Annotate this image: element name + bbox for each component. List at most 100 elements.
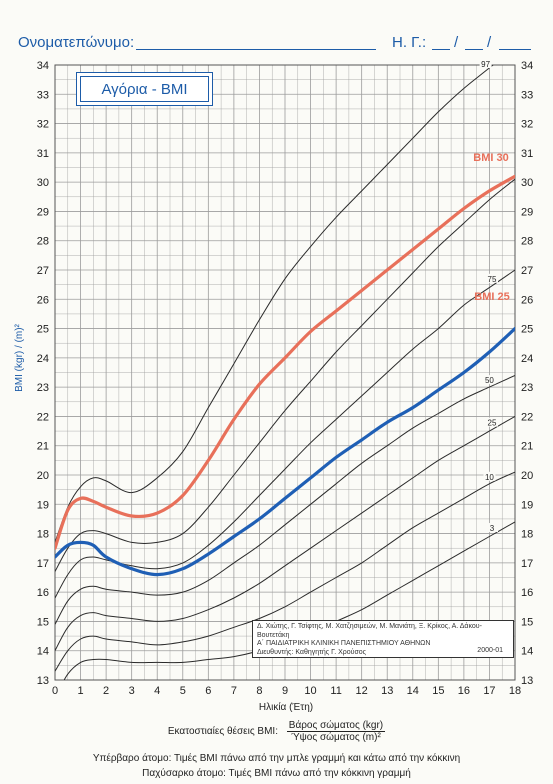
x-axis-label: Ηλικία (Έτη) [259, 701, 313, 713]
dob-month-field[interactable] [465, 49, 483, 50]
y-tick-label-left: 19 [37, 499, 49, 511]
y-tick-label-left: 17 [37, 558, 49, 570]
y-tick-label-left: 28 [37, 236, 49, 248]
y-tick-label-right: 13 [521, 675, 533, 687]
percentile-label-bg [479, 59, 492, 69]
credits-box: Δ. Χιώτης, Γ. Τσίφτης, Μ. Χατζησιμεών, Μ… [252, 620, 514, 658]
percentile-label-50: 50 [485, 376, 494, 385]
formula-label: Εκατοστιαίες θέσεις BMI: [167, 726, 278, 738]
overweight-note: Υπέρβαρο άτομο: Τιμές BMI πάνω από την μ… [92, 753, 461, 764]
y-tick-label-right: 24 [521, 353, 533, 365]
percentile-label-97: 97 [481, 60, 490, 69]
y-tick-label-left: 20 [37, 470, 49, 482]
y-tick-label-left: 29 [37, 206, 49, 218]
y-tick-label-right: 14 [521, 646, 533, 658]
name-label: Ονοματεπώνυμο: [18, 34, 135, 51]
dob-separator-1: / [454, 34, 459, 51]
x-tick-label: 17 [483, 685, 495, 697]
credits-authors: Δ. Χιώτης, Γ. Τσίφτης, Μ. Χατζησιμεών, Μ… [257, 623, 482, 639]
x-tick-label: 14 [407, 685, 419, 697]
x-tick-label: 18 [509, 685, 521, 697]
y-tick-label-right: 17 [521, 558, 533, 570]
y-tick-label-right: 30 [521, 177, 533, 189]
x-tick-label: 9 [282, 685, 288, 697]
chart-grid [54, 64, 516, 681]
y-tick-label-left: 27 [37, 265, 49, 277]
chart-title-box: Αγόρια - BMI [76, 72, 213, 106]
percentile-label-75: 75 [488, 275, 497, 284]
percentile-curve-90 [55, 178, 515, 572]
y-tick-label-right: 29 [521, 206, 533, 218]
percentile-label-10: 10 [485, 473, 494, 482]
x-tick-label: 7 [231, 685, 237, 697]
dob-label: Η. Γ.: [392, 34, 427, 51]
cutoff-label-bmi-25: BMI 25 [474, 291, 509, 303]
percentile-label-bg [486, 273, 498, 283]
x-tick-label: 2 [103, 685, 109, 697]
chart-title: Αγόρια - BMI [80, 76, 209, 102]
percentile-label-bg [483, 375, 496, 385]
y-tick-label-left: 21 [37, 441, 49, 453]
percentile-label-bg [483, 471, 496, 481]
cutoff-label-bmi-30: BMI 30 [473, 152, 508, 164]
credits-date: 2000-01 [477, 646, 503, 654]
y-tick-label-right: 33 [521, 89, 533, 101]
dob-year-field[interactable] [499, 49, 531, 50]
chart-curves [55, 65, 515, 680]
y-tick-label-left: 31 [37, 148, 49, 160]
plot-frame [54, 64, 516, 681]
x-tick-label: 4 [154, 685, 160, 697]
cutoff-curve-bmi-30 [55, 174, 515, 550]
x-tick-label: 13 [381, 685, 393, 697]
credits-clinic: Α΄ ΠΑΙΔΙΑΤΡΙΚΗ ΚΛΙΝΙΚΗ ΠΑΝΕΠΙΣΤΗΜΙΟΥ ΑΘΗ… [257, 640, 431, 647]
y-tick-label-left: 34 [37, 60, 49, 72]
x-tick-label: 15 [432, 685, 444, 697]
y-tick-label-right: 28 [521, 236, 533, 248]
y-tick-label-right: 19 [521, 499, 533, 511]
formula-denominator: Ύψος σώματος (m)² [291, 732, 381, 743]
y-tick-label-left: 30 [37, 177, 49, 189]
name-field[interactable] [136, 49, 376, 50]
dob-day-field[interactable] [432, 49, 450, 50]
obese-note: Παχύσαρκο άτομο: Τιμές BMI πάνω από την … [142, 768, 411, 779]
x-tick-label: 16 [458, 685, 470, 697]
y-tick-label-right: 23 [521, 382, 533, 394]
y-tick-label-right: 16 [521, 587, 533, 599]
y-tick-label-left: 18 [37, 529, 49, 541]
percentile-label-25: 25 [488, 419, 497, 428]
x-tick-label: 8 [256, 685, 262, 697]
y-axis-label: BMI (kgr) / (m)² [14, 323, 25, 391]
y-tick-label-right: 20 [521, 470, 533, 482]
y-tick-label-left: 14 [37, 646, 49, 658]
x-tick-label: 11 [330, 685, 341, 697]
y-tick-label-left: 26 [37, 294, 49, 306]
percentile-label-bg [486, 523, 498, 533]
percentile-label-3: 3 [490, 524, 495, 533]
y-tick-label-right: 32 [521, 119, 533, 131]
y-tick-label-left: 22 [37, 411, 49, 423]
y-tick-label-left: 33 [37, 89, 49, 101]
y-tick-label-right: 21 [521, 441, 533, 453]
y-tick-label-left: 16 [37, 587, 49, 599]
y-tick-label-left: 32 [37, 119, 49, 131]
x-tick-label: 6 [205, 685, 211, 697]
percentile-curve-10 [55, 471, 515, 672]
y-tick-label-right: 22 [521, 411, 533, 423]
header: Ονοματεπώνυμο: Η. Γ.: / / [0, 32, 553, 56]
cutoff-curve-bmi-25 [55, 327, 515, 577]
bmi-formula: Εκατοστιαίες θέσεις BMI: Βάρος σώματος (… [0, 720, 553, 743]
dob-separator-2: / [487, 34, 492, 51]
y-tick-label-left: 24 [37, 353, 49, 365]
y-tick-label-left: 13 [37, 675, 49, 687]
y-tick-label-left: 23 [37, 382, 49, 394]
y-tick-label-right: 18 [521, 529, 533, 541]
y-tick-label-left: 15 [37, 616, 49, 628]
x-tick-label: 1 [77, 685, 83, 697]
percentile-curve-50 [55, 374, 515, 625]
credits-director: Διευθυντής: Καθηγητής Γ. Χρούσος [257, 648, 367, 656]
y-tick-label-left: 25 [37, 324, 49, 336]
y-tick-label-right: 26 [521, 294, 533, 306]
x-tick-label: 3 [129, 685, 135, 697]
